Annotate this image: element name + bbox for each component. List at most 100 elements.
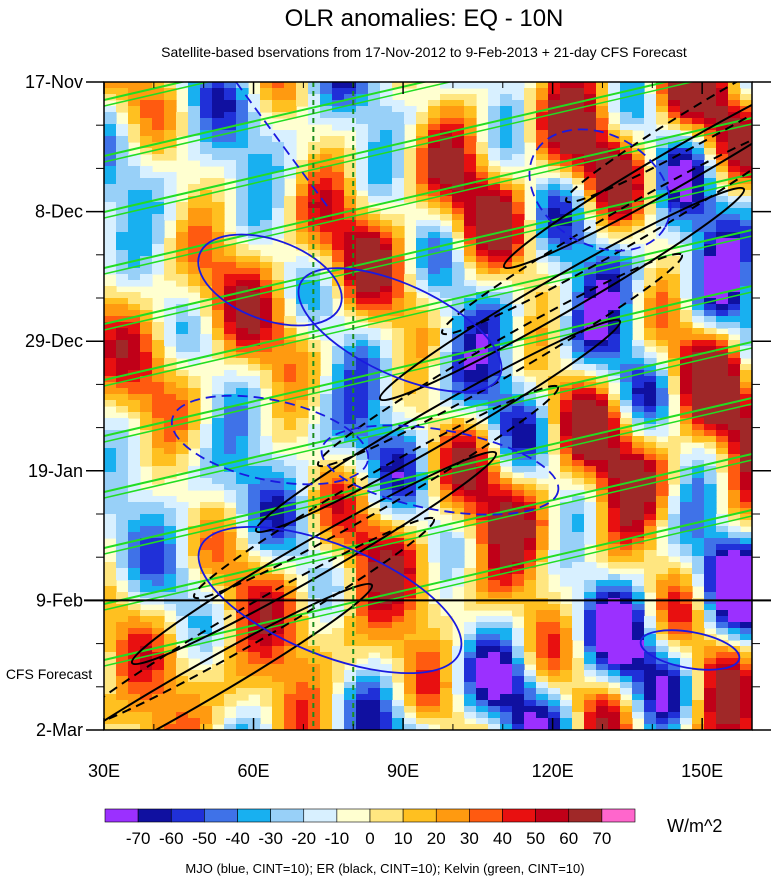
anomaly-cell <box>704 358 717 365</box>
anomaly-cell <box>176 514 189 521</box>
anomaly-cell <box>464 106 477 113</box>
anomaly-cell <box>176 700 189 707</box>
anomaly-cell <box>104 646 117 653</box>
anomaly-cell <box>716 370 729 377</box>
anomaly-cell <box>272 142 285 149</box>
anomaly-cell <box>248 334 261 341</box>
anomaly-cell <box>692 430 705 437</box>
anomaly-cell <box>632 346 645 353</box>
anomaly-cell <box>116 376 129 383</box>
anomaly-cell <box>116 244 129 251</box>
anomaly-cell <box>212 436 225 443</box>
anomaly-cell <box>140 220 153 227</box>
anomaly-cell <box>428 148 441 155</box>
anomaly-cell <box>440 502 453 509</box>
anomaly-cell <box>248 412 261 419</box>
anomaly-cell <box>608 490 621 497</box>
anomaly-cell <box>488 484 501 491</box>
anomaly-cell <box>116 646 129 653</box>
anomaly-cell <box>320 142 333 149</box>
anomaly-cell <box>656 382 669 389</box>
anomaly-cell <box>152 418 165 425</box>
anomaly-cell <box>452 184 465 191</box>
anomaly-cell <box>644 280 657 287</box>
anomaly-cell <box>368 232 381 239</box>
anomaly-cell <box>668 586 681 593</box>
anomaly-cell <box>632 592 645 599</box>
anomaly-cell <box>296 268 309 275</box>
anomaly-cell <box>236 226 249 233</box>
anomaly-cell <box>572 592 585 599</box>
anomaly-cell <box>560 472 573 479</box>
anomaly-cell <box>392 478 405 485</box>
anomaly-cell <box>608 346 621 353</box>
anomaly-cell <box>548 616 561 623</box>
anomaly-cell <box>332 460 345 467</box>
anomaly-cell <box>164 634 177 641</box>
anomaly-cell <box>452 118 465 125</box>
anomaly-cell <box>416 250 429 257</box>
anomaly-cell <box>620 340 633 347</box>
anomaly-cell <box>620 220 633 227</box>
anomaly-cell <box>164 640 177 647</box>
anomaly-cell <box>740 466 752 473</box>
anomaly-cell <box>584 94 597 101</box>
anomaly-cell <box>620 388 633 395</box>
anomaly-cell <box>608 274 621 281</box>
anomaly-cell <box>692 478 705 485</box>
anomaly-cell <box>632 694 645 701</box>
anomaly-cell <box>236 646 249 653</box>
anomaly-cell <box>224 250 237 257</box>
anomaly-cell <box>668 166 681 173</box>
anomaly-cell <box>560 166 573 173</box>
anomaly-cell <box>440 424 453 431</box>
anomaly-cell <box>632 508 645 515</box>
anomaly-cell <box>344 628 357 635</box>
anomaly-cell <box>656 178 669 185</box>
anomaly-cell <box>464 664 477 671</box>
anomaly-cell <box>416 370 429 377</box>
anomaly-cell <box>716 220 729 227</box>
anomaly-cell <box>668 604 681 611</box>
anomaly-cell <box>668 610 681 617</box>
anomaly-cell <box>668 538 681 545</box>
anomaly-cell <box>284 514 297 521</box>
anomaly-cell <box>236 460 249 467</box>
anomaly-cell <box>356 670 369 677</box>
anomaly-cell <box>248 616 261 623</box>
anomaly-cell <box>452 418 465 425</box>
anomaly-cell <box>452 376 465 383</box>
anomaly-cell <box>632 160 645 167</box>
anomaly-cell <box>404 448 417 455</box>
anomaly-cell <box>680 256 693 263</box>
anomaly-cell <box>692 634 705 641</box>
anomaly-cell <box>728 82 741 89</box>
anomaly-cell <box>692 304 705 311</box>
anomaly-cell <box>116 622 129 629</box>
anomaly-cell <box>224 478 237 485</box>
anomaly-cell <box>572 502 585 509</box>
anomaly-cell <box>560 604 573 611</box>
anomaly-cell <box>248 112 261 119</box>
anomaly-cell <box>728 208 741 215</box>
anomaly-cell <box>392 568 405 575</box>
anomaly-cell <box>596 292 609 299</box>
anomaly-cell <box>404 604 417 611</box>
anomaly-cell <box>272 628 285 635</box>
anomaly-cell <box>572 538 585 545</box>
anomaly-cell <box>656 202 669 209</box>
anomaly-cell <box>260 376 273 383</box>
anomaly-cell <box>368 148 381 155</box>
anomaly-cell <box>416 298 429 305</box>
anomaly-cell <box>344 442 357 449</box>
anomaly-cell <box>272 220 285 227</box>
anomaly-cell <box>392 658 405 665</box>
anomaly-cell <box>392 136 405 143</box>
anomaly-cell <box>536 640 549 647</box>
anomaly-cell <box>248 310 261 317</box>
anomaly-cell <box>584 172 597 179</box>
anomaly-cell <box>608 298 621 305</box>
anomaly-cell <box>476 394 489 401</box>
anomaly-cell <box>212 82 225 89</box>
anomaly-cell <box>572 280 585 287</box>
